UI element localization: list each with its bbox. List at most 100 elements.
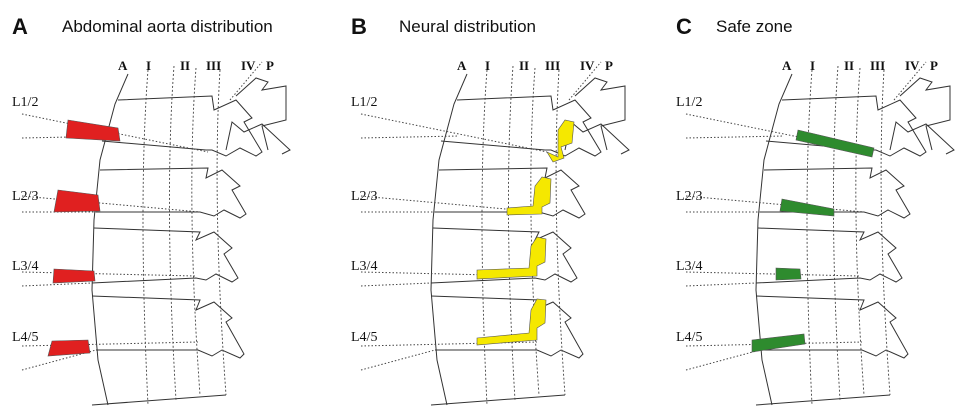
- vertebra-outline: [755, 295, 909, 359]
- panel-letter: C: [676, 14, 692, 39]
- panel-title: Abdominal aorta distribution: [62, 17, 273, 36]
- reference-line: [360, 113, 548, 153]
- highlight-region: [476, 236, 547, 280]
- reference-line: [360, 349, 436, 371]
- anterior-border: [430, 73, 468, 406]
- vertebra-outline: [101, 95, 263, 157]
- vertebra-outline: [91, 227, 239, 284]
- reference-line: [685, 271, 861, 277]
- zone-label: A: [118, 58, 128, 73]
- zone-boundary: [555, 69, 566, 396]
- reference-line: [360, 271, 536, 277]
- level-label: L2/3: [676, 189, 702, 204]
- highlight-region: [775, 267, 802, 281]
- level-label: L4/5: [351, 330, 377, 345]
- vertebra-outline: [440, 95, 602, 157]
- reference-line: [229, 61, 263, 101]
- zone-boundary: [191, 67, 201, 396]
- highlight-region: [546, 119, 575, 163]
- zone-label: A: [782, 58, 792, 73]
- reference-line: [360, 282, 432, 287]
- panel-title: Neural distribution: [399, 17, 536, 36]
- zone-label: I: [146, 58, 151, 73]
- panel-letter: B: [351, 14, 367, 39]
- anterior-border: [755, 73, 793, 406]
- zone-label: P: [266, 58, 274, 73]
- zone-label: IV: [241, 58, 256, 73]
- posterior-element: [889, 121, 955, 155]
- zone-label: I: [485, 58, 490, 73]
- reference-line: [685, 195, 865, 213]
- zone-label: II: [519, 58, 529, 73]
- level-label: L1/2: [351, 95, 377, 110]
- zone-boundary: [880, 69, 891, 396]
- level-label: L4/5: [676, 330, 702, 345]
- posterior-element: [235, 77, 287, 151]
- reference-line: [685, 282, 757, 287]
- reference-line: [360, 341, 538, 347]
- zone-label: IV: [580, 58, 595, 73]
- vertebra-outline: [91, 394, 227, 406]
- reference-line: [21, 282, 93, 287]
- reference-line: [893, 61, 927, 101]
- reference-line: [21, 195, 201, 213]
- reference-line: [21, 341, 199, 347]
- zone-label: I: [810, 58, 815, 73]
- zone-label: III: [870, 58, 885, 73]
- vertebra-outline: [760, 167, 911, 219]
- vertebra-outline: [430, 394, 566, 406]
- posterior-element: [574, 77, 626, 151]
- anterior-border: [91, 73, 129, 406]
- vertebra-outline: [765, 95, 927, 157]
- highlight-region: [476, 298, 547, 346]
- reference-line: [360, 135, 460, 139]
- zone-label: P: [930, 58, 938, 73]
- highlight-region: [65, 119, 121, 142]
- highlight-region: [53, 189, 101, 213]
- panel-letter: A: [12, 14, 28, 39]
- zone-label: A: [457, 58, 467, 73]
- reference-line: [685, 349, 761, 371]
- vertebra-outline: [91, 295, 245, 359]
- vertebra-outline: [755, 394, 891, 406]
- highlight-region: [779, 198, 835, 217]
- level-label: L1/2: [12, 95, 38, 110]
- zone-boundary: [508, 65, 516, 401]
- highlight-region: [795, 129, 875, 158]
- level-label: L3/4: [351, 259, 377, 274]
- highlight-region: [506, 176, 552, 216]
- zone-boundary: [142, 69, 149, 406]
- highlight-region: [751, 333, 806, 353]
- zone-boundary: [169, 65, 177, 401]
- level-label: L3/4: [676, 259, 702, 274]
- zone-label: IV: [905, 58, 920, 73]
- level-label: L4/5: [12, 330, 38, 345]
- vertebra-outline: [435, 167, 586, 219]
- reference-line: [21, 271, 197, 277]
- zone-boundary: [806, 69, 813, 406]
- level-label: L2/3: [351, 189, 377, 204]
- zone-label: P: [605, 58, 613, 73]
- vertebra-outline: [755, 227, 903, 284]
- vertebra-outline: [430, 295, 584, 359]
- zone-label: II: [844, 58, 854, 73]
- posterior-element: [225, 121, 291, 155]
- reference-line: [685, 135, 785, 139]
- zone-boundary: [855, 67, 865, 396]
- zone-label: II: [180, 58, 190, 73]
- level-label: L1/2: [676, 95, 702, 110]
- posterior-element: [564, 121, 630, 155]
- highlight-region: [52, 268, 96, 284]
- zone-boundary: [530, 67, 540, 396]
- level-label: L2/3: [12, 189, 38, 204]
- zone-label: III: [545, 58, 560, 73]
- highlight-region: [47, 339, 91, 357]
- vertebra-outline: [96, 167, 247, 219]
- panel-title: Safe zone: [716, 17, 793, 36]
- posterior-element: [899, 77, 951, 151]
- zone-boundary: [216, 69, 227, 396]
- zone-boundary: [833, 65, 841, 401]
